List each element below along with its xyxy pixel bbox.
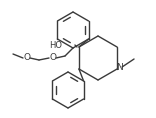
Text: HO: HO (49, 40, 62, 49)
Text: O: O (49, 53, 56, 63)
Text: N: N (116, 63, 122, 72)
Text: O: O (24, 53, 31, 63)
